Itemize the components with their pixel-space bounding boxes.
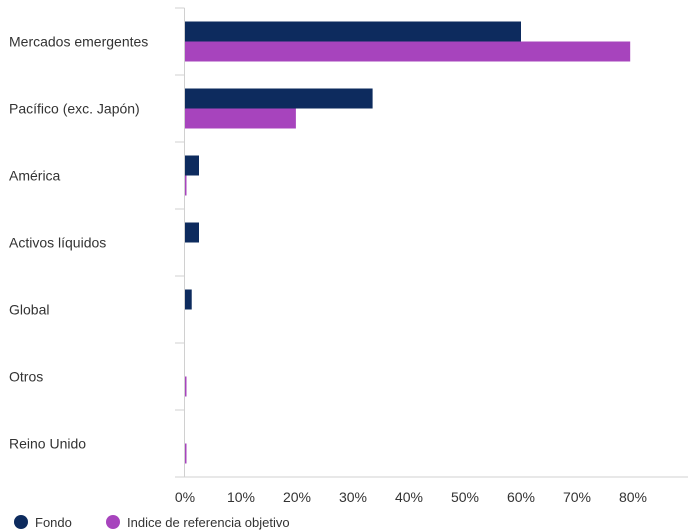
bar-indice-1: [185, 108, 296, 129]
category-label: América: [9, 168, 61, 184]
x-tick-label: 70%: [563, 489, 591, 505]
category-label: Reino Unido: [9, 436, 86, 452]
legend: Fondo Indice de referencia objetivo: [14, 515, 290, 530]
legend-swatch-fondo: [14, 515, 28, 529]
x-tick-label: 40%: [395, 489, 423, 505]
bar-fondo-2: [185, 155, 199, 176]
x-tick-label: 30%: [339, 489, 367, 505]
category-label: Otros: [9, 369, 43, 385]
bar-indice-2: [185, 175, 187, 196]
bar-indice-0: [185, 41, 631, 62]
axis-layer: [175, 7, 688, 478]
category-label: Activos líquidos: [9, 235, 106, 251]
bar-indice-6: [185, 443, 187, 464]
bars-layer: [185, 21, 631, 464]
x-tick-label: 10%: [227, 489, 255, 505]
bar-indice-5: [185, 376, 187, 397]
legend-label-indice: Indice de referencia objetivo: [127, 515, 290, 530]
bar-fondo-3: [185, 222, 199, 243]
category-labels: Mercados emergentes Pacífico (exc. Japón)…: [9, 34, 148, 452]
bar-fondo-4: [185, 289, 192, 310]
category-label: Global: [9, 302, 49, 318]
x-tick-label: 20%: [283, 489, 311, 505]
x-tick-label: 80%: [619, 489, 647, 505]
x-tick-label: 0%: [175, 489, 195, 505]
x-tick-label: 60%: [507, 489, 535, 505]
bar-fondo-1: [185, 88, 373, 109]
category-label: Mercados emergentes: [9, 34, 148, 50]
legend-swatch-indice: [106, 515, 120, 529]
x-tick-label: 50%: [451, 489, 479, 505]
category-label: Pacífico (exc. Japón): [9, 101, 140, 117]
x-tick-labels: 0% 10% 20% 30% 40% 50% 60% 70% 80%: [175, 489, 647, 505]
legend-label-fondo: Fondo: [35, 515, 72, 530]
bar-fondo-0: [185, 21, 521, 42]
